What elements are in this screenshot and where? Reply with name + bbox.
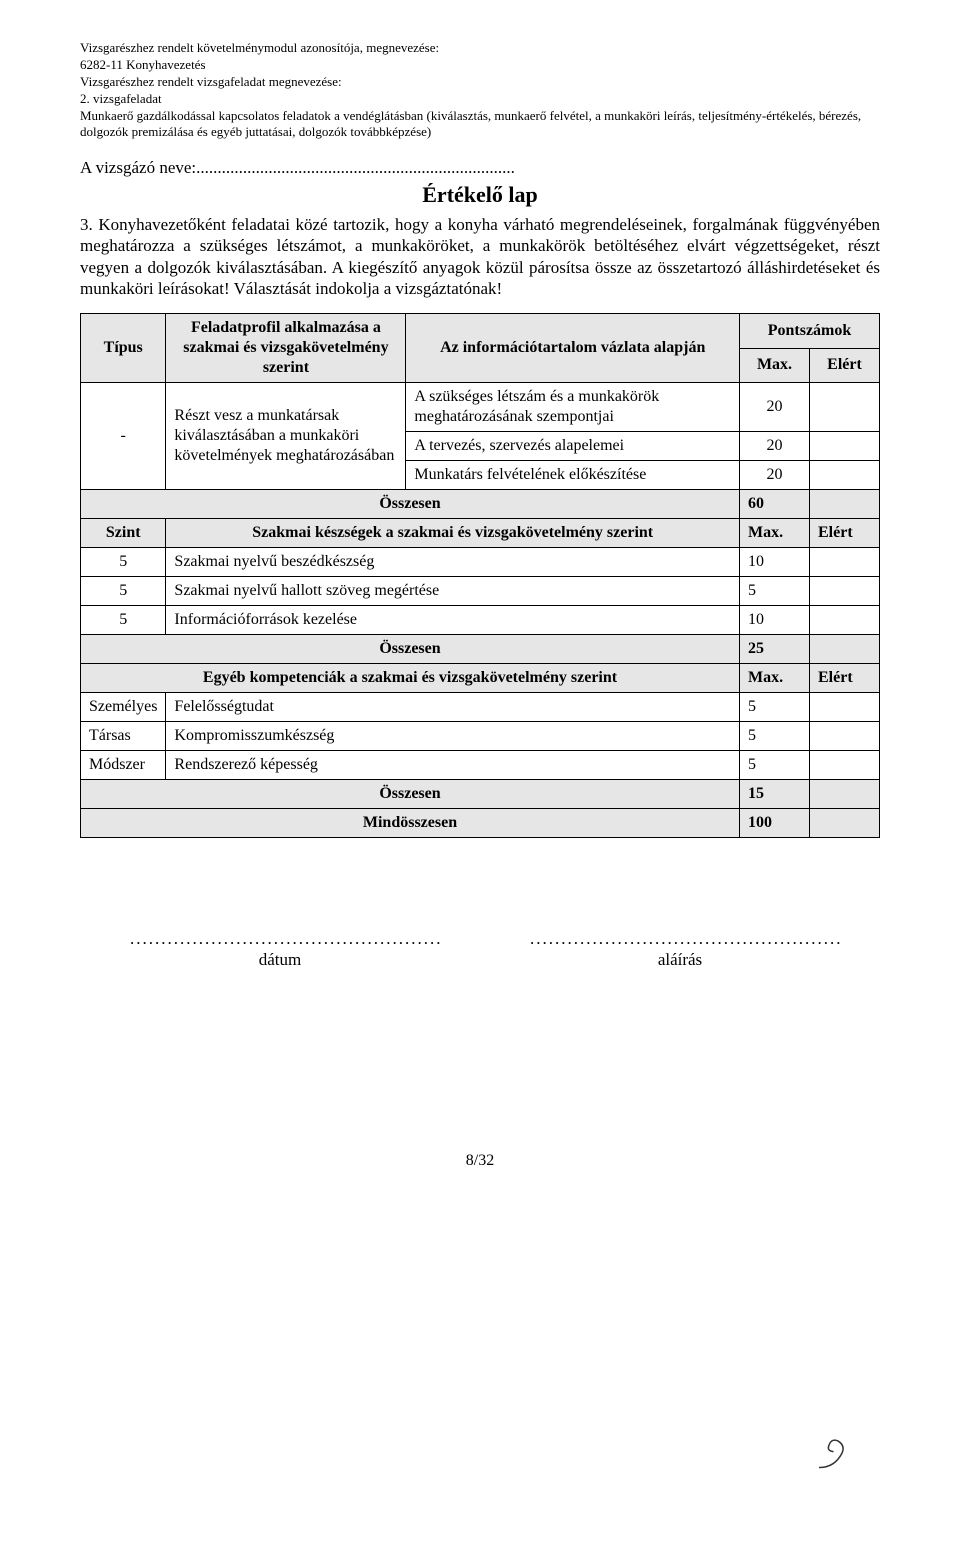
- signature-row: ........................................…: [80, 928, 880, 971]
- e1-elert: [810, 693, 880, 722]
- s3-elert: [810, 606, 880, 635]
- s3-text: Információforrások kezelése: [166, 606, 740, 635]
- osszesen-3-elert: [810, 780, 880, 809]
- name-dots: ........................................…: [196, 157, 536, 178]
- osszesen-1: Összesen: [81, 490, 740, 519]
- s2: 5: [81, 577, 166, 606]
- cell-info-2: A tervezés, szervezés alapelemei: [406, 432, 740, 461]
- s2-elert: [810, 577, 880, 606]
- header-line-4: 2. vizsgafeladat: [80, 91, 880, 108]
- s1-text: Szakmai nyelvű beszédkészség: [166, 548, 740, 577]
- name-label: A vizsgázó neve:: [80, 158, 196, 177]
- page-title: Értékelő lap: [80, 181, 880, 209]
- osszesen-2-val: 25: [740, 635, 810, 664]
- header-line-3: Vizsgarészhez rendelt vizsgafeladat megn…: [80, 74, 880, 91]
- osszesen-1-val: 60: [740, 490, 810, 519]
- cell-info-1: A szükséges létszám és a munkakörök megh…: [406, 383, 740, 432]
- cell-info-3-max: 20: [740, 461, 810, 490]
- th-max: Max.: [740, 348, 810, 383]
- e3-a: Módszer: [81, 751, 166, 780]
- e1-b: Felelősségtudat: [166, 693, 740, 722]
- header-line-5: Munkaerő gazdálkodással kapcsolatos fela…: [80, 108, 880, 142]
- osszesen-3-val: 15: [740, 780, 810, 809]
- th-tipus: Típus: [81, 314, 166, 383]
- osszesen-3: Összesen: [81, 780, 740, 809]
- e3-elert: [810, 751, 880, 780]
- th-elert: Elért: [810, 348, 880, 383]
- signature-date-block: ........................................…: [130, 928, 430, 971]
- cell-info-3: Munkatárs felvételének előkészítése: [406, 461, 740, 490]
- s2-val: 5: [740, 577, 810, 606]
- th-max-3: Max.: [740, 664, 810, 693]
- page-wrap: Vizsgarészhez rendelt követelménymodul a…: [80, 40, 880, 1503]
- th-info: Az információtartalom vázlata alapján: [406, 314, 740, 383]
- th-szakmai: Szakmai készségek a szakmai és vizsgaköv…: [166, 519, 740, 548]
- mindosszesen: Mindösszesen: [81, 809, 740, 838]
- evaluation-table: Típus Feladatprofil alkalmazása a szakma…: [80, 313, 880, 838]
- cell-info-1-elert: [810, 383, 880, 432]
- signature-sign-block: ........................................…: [530, 928, 830, 971]
- cell-tipus: -: [81, 383, 166, 490]
- sig-datum: dátum: [130, 949, 430, 970]
- cell-info-3-elert: [810, 461, 880, 490]
- sig-dots-1: ........................................…: [130, 928, 430, 949]
- s2-text: Szakmai nyelvű hallott szöveg megértése: [166, 577, 740, 606]
- s3-val: 10: [740, 606, 810, 635]
- e3-val: 5: [740, 751, 810, 780]
- th-szint: Szint: [81, 519, 166, 548]
- e2-val: 5: [740, 722, 810, 751]
- e3-b: Rendszerező képesség: [166, 751, 740, 780]
- s1-val: 10: [740, 548, 810, 577]
- e1-val: 5: [740, 693, 810, 722]
- e2-a: Társas: [81, 722, 166, 751]
- sig-dots-2: ........................................…: [530, 928, 830, 949]
- page-curl-icon: [808, 1427, 856, 1482]
- osszesen-2: Összesen: [81, 635, 740, 664]
- osszesen-2-elert: [810, 635, 880, 664]
- th-egyeb: Egyéb kompetenciák a szakmai és vizsgakö…: [81, 664, 740, 693]
- name-line: A vizsgázó neve:........................…: [80, 157, 880, 178]
- s1-elert: [810, 548, 880, 577]
- th-feladat: Feladatprofil alkalmazása a szakmai és v…: [166, 314, 406, 383]
- th-max-2: Max.: [740, 519, 810, 548]
- mindosszesen-elert: [810, 809, 880, 838]
- header-line-2: 6282-11 Konyhavezetés: [80, 57, 880, 74]
- osszesen-1-elert: [810, 490, 880, 519]
- s3: 5: [81, 606, 166, 635]
- header-block: Vizsgarészhez rendelt követelménymodul a…: [80, 40, 880, 141]
- cell-info-2-max: 20: [740, 432, 810, 461]
- page-number: 8/32: [80, 1151, 880, 1171]
- th-elert-3: Elért: [810, 664, 880, 693]
- mindosszesen-val: 100: [740, 809, 810, 838]
- header-line-1: Vizsgarészhez rendelt követelménymodul a…: [80, 40, 880, 57]
- cell-feladat: Részt vesz a munkatársak kiválasztásában…: [166, 383, 406, 490]
- th-pontszamok: Pontszámok: [740, 314, 880, 349]
- body-text: 3. Konyhavezetőként feladatai közé tarto…: [80, 214, 880, 299]
- cell-info-2-elert: [810, 432, 880, 461]
- th-elert-2: Elért: [810, 519, 880, 548]
- cell-info-1-max: 20: [740, 383, 810, 432]
- sig-alairas: aláírás: [530, 949, 830, 970]
- s1: 5: [81, 548, 166, 577]
- e2-b: Kompromisszumkészség: [166, 722, 740, 751]
- e2-elert: [810, 722, 880, 751]
- e1-a: Személyes: [81, 693, 166, 722]
